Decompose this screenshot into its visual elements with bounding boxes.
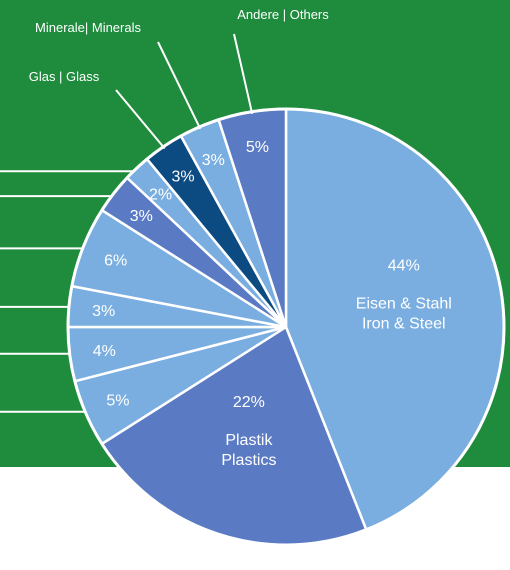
slice-percent-label: 3% <box>202 152 225 169</box>
slice-percent-label: 44% <box>388 258 420 275</box>
slice-percent-label: 6% <box>104 253 127 270</box>
slice-percent-label: 4% <box>93 343 116 360</box>
slice-labels: 44% Eisen & Stahl Iron & Steel 22% Plastik Pl… <box>92 139 452 469</box>
slice-percent-label: 2% <box>149 187 172 204</box>
pie-slices <box>66 107 506 547</box>
pie-rim <box>66 107 506 547</box>
callout-label: Andere | Others <box>237 7 329 22</box>
callout-leader-line <box>157 41 202 130</box>
slice-percent-label: 5% <box>106 393 129 410</box>
callout-label: Glas | Glass <box>29 69 100 84</box>
slice-percent-label: 3% <box>92 303 115 320</box>
leader-lines <box>0 170 140 413</box>
slice-percent-label: 3% <box>130 208 153 225</box>
slice-name-en-label: Iron & Steel <box>362 316 446 333</box>
callout-labels: Andere | Others Minerale| Minerals Glas | … <box>29 7 329 150</box>
slice-percent-label: 22% <box>233 394 265 411</box>
slice-name-en-label: Plastics <box>221 452 276 469</box>
callout-leader-line <box>115 89 166 150</box>
slice-name-de-label: Plastik <box>225 432 273 449</box>
slice-percent-label: 5% <box>246 139 269 156</box>
slice-percent-label: 3% <box>172 169 195 186</box>
callout-leader-line <box>233 33 254 115</box>
slice-name-de-label: Eisen & Stahl <box>356 296 452 313</box>
callout-label: Minerale| Minerals <box>35 20 141 35</box>
